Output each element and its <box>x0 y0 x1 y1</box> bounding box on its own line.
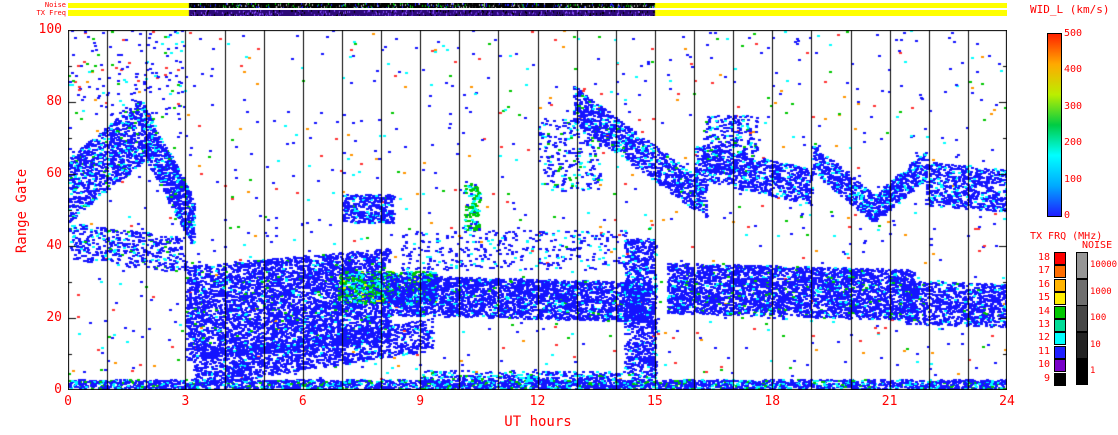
x-tick-label: 12 <box>529 394 546 409</box>
txfrq-legend-swatch <box>1054 345 1066 359</box>
noise-legend-swatch <box>1076 305 1088 332</box>
colorbar <box>1047 33 1062 217</box>
txfrq-legend-swatch <box>1054 372 1066 386</box>
noise-legend-swatch <box>1076 358 1088 385</box>
noise-strip-label: Noise <box>44 1 66 9</box>
x-tick-label: 18 <box>764 394 781 409</box>
txfrq-legend-swatch <box>1054 252 1066 265</box>
txfreq-strip <box>68 10 1007 16</box>
txfreq-strip-label: TX Freq <box>36 9 66 17</box>
colorbar-tick-label: 500 <box>1064 28 1083 39</box>
colorbar-tick-label: 200 <box>1064 137 1083 149</box>
txfrq-legend-value: 9 <box>1043 372 1050 384</box>
x-axis-label: UT hours <box>504 414 572 430</box>
colorbar-title: WID_L (km/s) <box>1030 3 1110 16</box>
txfrq-legend-swatch <box>1054 319 1066 332</box>
txfrq-legend-title: TX FRQ (MHz) <box>1030 231 1103 242</box>
main-plot-canvas <box>68 30 1007 390</box>
txfrq-legend-swatch <box>1054 359 1066 373</box>
x-tick-label: 24 <box>999 394 1015 409</box>
txfrq-legend-value: 14 <box>1037 305 1050 317</box>
txfrq-legend-swatch <box>1054 292 1066 306</box>
colorbar-tick-label: 100 <box>1064 173 1083 185</box>
txfrq-legend-value: 17 <box>1037 265 1050 277</box>
txfrq-legend-swatch <box>1054 278 1066 292</box>
noise-legend-value: 10 <box>1090 339 1101 350</box>
noise-legend-title: NOISE <box>1082 240 1113 251</box>
txfrq-legend-value: 18 <box>1037 252 1050 263</box>
x-tick-label: 0 <box>64 394 72 409</box>
colorbar-tick-label: 400 <box>1064 64 1083 76</box>
y-tick-label: 60 <box>46 166 62 181</box>
txfrq-legend-value: 10 <box>1037 359 1050 371</box>
y-tick-label: 100 <box>38 22 62 37</box>
noise-legend-value: 10000 <box>1090 260 1118 270</box>
noise-legend-swatch <box>1076 331 1088 359</box>
txfrq-legend-swatch <box>1054 332 1066 346</box>
txfrq-legend-swatch <box>1054 265 1066 279</box>
y-axis-label: Range Gate <box>14 168 30 254</box>
noise-legend-value: 100 <box>1090 313 1107 323</box>
x-tick-label: 21 <box>881 394 898 409</box>
noise-legend-swatch <box>1076 278 1088 306</box>
txfrq-legend-value: 13 <box>1037 319 1050 330</box>
noise-legend-value: 1 <box>1090 366 1096 376</box>
noise-strip <box>68 3 1007 8</box>
noise-legend-swatch <box>1076 252 1088 279</box>
y-tick-label: 0 <box>54 382 62 397</box>
y-tick-label: 40 <box>46 238 62 253</box>
txfrq-legend-value: 11 <box>1037 345 1050 357</box>
x-tick-label: 9 <box>416 394 425 409</box>
colorbar-tick-label: 0 <box>1064 210 1071 221</box>
y-tick-label: 80 <box>46 94 62 109</box>
noise-legend-value: 1000 <box>1090 286 1112 297</box>
txfrq-legend-swatch <box>1054 305 1066 319</box>
colorbar-tick-label: 300 <box>1064 100 1083 112</box>
txfrq-legend-value: 16 <box>1037 278 1050 290</box>
x-tick-label: 15 <box>647 394 663 409</box>
x-tick-label: 3 <box>181 394 190 409</box>
txfrq-legend-value: 12 <box>1037 332 1050 344</box>
y-tick-label: 20 <box>46 310 62 325</box>
txfrq-legend-value: 15 <box>1037 292 1050 304</box>
x-tick-label: 6 <box>298 394 307 409</box>
